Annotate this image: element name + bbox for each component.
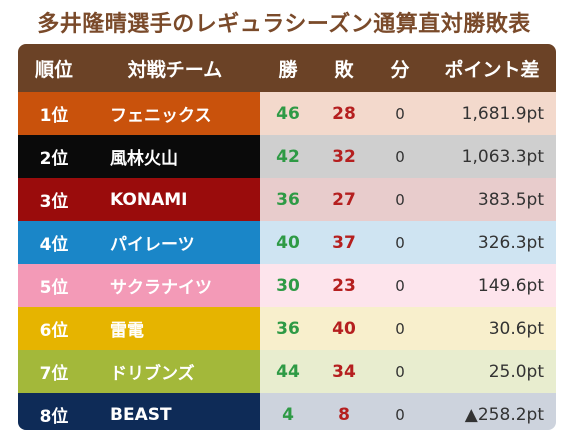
table-row: 7位 ドリブンズ 44 34 0 25.0pt: [18, 350, 556, 393]
header-draw: 分: [390, 58, 410, 81]
win-count: 36: [276, 189, 300, 210]
draw-count: 0: [395, 147, 405, 166]
draw-count: 0: [395, 190, 405, 209]
rank-cell: 4位: [18, 221, 90, 264]
header-team: 対戦チーム: [127, 58, 223, 81]
table-row: 6位 雷電 36 40 0 30.6pt: [18, 307, 556, 350]
table-row: 2位 風林火山 42 32 0 1,063.3pt: [18, 135, 556, 178]
win-count: 46: [276, 103, 300, 124]
team-name-cell: 雷電: [90, 307, 260, 350]
point-difference: 383.5pt: [477, 189, 544, 210]
rank-cell: 5位: [18, 264, 90, 307]
rank-cell: 2位: [18, 135, 90, 178]
team-name-cell: サクラナイツ: [90, 264, 260, 307]
page-title: 多井隆晴選手のレギュラシーズン通算直対勝敗表: [37, 12, 531, 37]
win-count: 42: [276, 146, 300, 167]
win-count: 40: [276, 232, 300, 253]
header-points: ポイント差: [444, 58, 540, 81]
lose-count: 34: [332, 361, 356, 382]
rank-cell: 3位: [18, 178, 90, 221]
win-count: 4: [282, 404, 294, 425]
team-name-cell: フェニックス: [90, 92, 260, 135]
team-name-cell: KONAMI: [90, 178, 260, 221]
lose-count: 28: [332, 103, 356, 124]
team-name-cell: パイレーツ: [90, 221, 260, 264]
rank-cell: 8位: [18, 393, 90, 430]
table-row: 3位 KONAMI 36 27 0 383.5pt: [18, 178, 556, 221]
rank-cell: 7位: [18, 350, 90, 393]
win-count: 30: [276, 275, 300, 296]
point-difference: 326.3pt: [477, 232, 544, 253]
draw-count: 0: [395, 276, 405, 295]
rank-cell: 6位: [18, 307, 90, 350]
table-row: 8位 BEAST 4 8 0 ▲258.2pt: [18, 393, 556, 430]
draw-count: 0: [395, 319, 405, 338]
table-row: 5位 サクラナイツ 30 23 0 149.6pt: [18, 264, 556, 307]
draw-count: 0: [395, 362, 405, 381]
lose-count: 37: [332, 232, 356, 253]
point-difference: 30.6pt: [488, 318, 544, 339]
draw-count: 0: [395, 104, 405, 123]
point-difference: 25.0pt: [488, 361, 544, 382]
lose-count: 40: [332, 318, 356, 339]
team-name-cell: 風林火山: [90, 135, 260, 178]
point-difference: 1,063.3pt: [461, 146, 544, 167]
lose-count: 8: [338, 404, 350, 425]
team-name-cell: BEAST: [90, 393, 260, 430]
table-header: 順位 対戦チーム 勝 敗 分 ポイント差: [18, 44, 556, 92]
lose-count: 32: [332, 146, 356, 167]
lose-count: 23: [332, 275, 356, 296]
win-count: 36: [276, 318, 300, 339]
rank-cell: 1位: [18, 92, 90, 135]
header-rank: 順位: [34, 58, 73, 81]
table-row: 1位 フェニックス 46 28 0 1,681.9pt: [18, 92, 556, 135]
point-difference: 1,681.9pt: [461, 103, 544, 124]
draw-count: 0: [395, 405, 405, 424]
standings-table: 順位 対戦チーム 勝 敗 分 ポイント差 1位 フェニックス 46 28 0 1,681.…: [18, 44, 556, 430]
point-difference: ▲258.2pt: [464, 404, 544, 425]
table-row: 4位 パイレーツ 40 37 0 326.3pt: [18, 221, 556, 264]
lose-count: 27: [332, 189, 356, 210]
draw-count: 0: [395, 233, 405, 252]
team-name-cell: ドリブンズ: [90, 350, 260, 393]
header-win: 勝: [278, 58, 298, 81]
point-difference: 149.6pt: [477, 275, 544, 296]
header-lose: 敗: [334, 58, 354, 81]
win-count: 44: [276, 361, 300, 382]
